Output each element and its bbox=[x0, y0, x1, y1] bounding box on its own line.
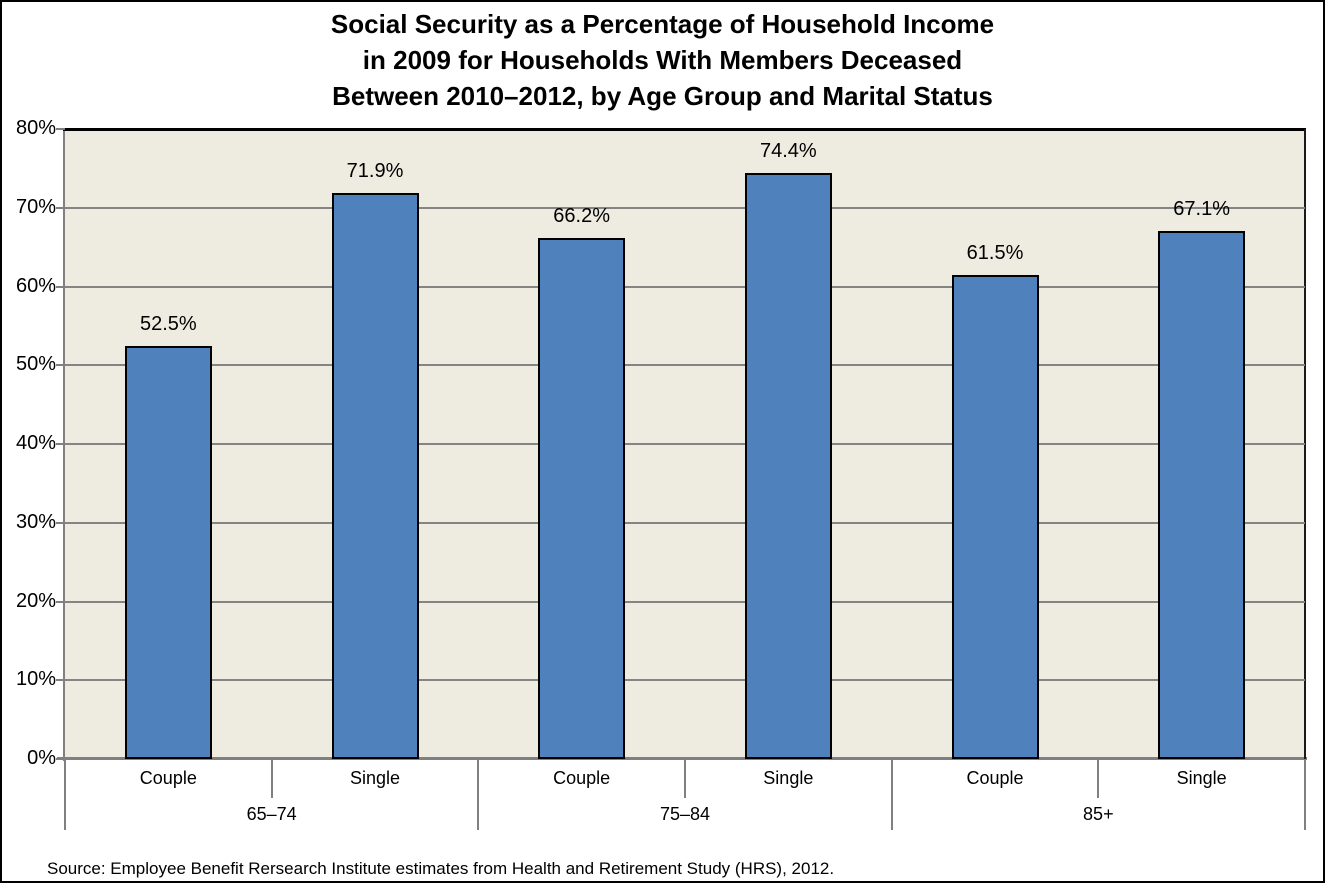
y-axis-label-10%: 10% bbox=[15, 668, 56, 691]
x-axis-category-label-75–84-Single: Single bbox=[763, 768, 814, 788]
plot-border-top bbox=[63, 128, 1306, 131]
chart-title-line-2: in 2009 for Households With Members Dece… bbox=[362, 45, 963, 75]
bar-75–84-Couple bbox=[538, 237, 626, 759]
x-axis-group-label-65–74: 65–74 bbox=[246, 804, 297, 824]
x-axis-group-separator-1 bbox=[477, 759, 480, 830]
x-axis-line bbox=[57, 757, 1307, 760]
chart-title-line-1: Social Security as a Percentage of House… bbox=[330, 9, 995, 39]
y-axis-tick-80% bbox=[56, 128, 65, 130]
y-axis-label-60%: 60% bbox=[15, 274, 56, 297]
x-axis-category-label-65–74-Couple: Couple bbox=[139, 768, 197, 788]
gridline-20% bbox=[65, 600, 1305, 603]
bar-value-label-75–84-Couple: 66.2% bbox=[553, 204, 611, 227]
bar-65–74-Single bbox=[331, 192, 419, 759]
x-axis-group-separator-0 bbox=[64, 759, 66, 830]
bar-85+-Couple bbox=[951, 274, 1039, 759]
gridline-30% bbox=[65, 521, 1305, 524]
gridline-60% bbox=[65, 285, 1305, 288]
bar-85+-Single bbox=[1158, 230, 1246, 759]
bar-value-label-75–84-Single: 74.4% bbox=[759, 140, 817, 163]
x-axis-tick-minor bbox=[684, 759, 686, 798]
bar-value-label-65–74-Couple: 52.5% bbox=[139, 312, 197, 335]
y-axis-label-0%: 0% bbox=[27, 747, 56, 769]
bar-value-label-85+-Single: 67.1% bbox=[1173, 197, 1231, 220]
y-axis-tick-70% bbox=[56, 206, 65, 209]
gridline-10% bbox=[65, 679, 1305, 682]
y-axis-tick-10% bbox=[56, 679, 65, 682]
chart-title-line-3: Between 2010–2012, by Age Group and Mari… bbox=[332, 81, 993, 111]
x-axis-group-label-85+: 85+ bbox=[1083, 804, 1114, 824]
y-axis-tick-60% bbox=[56, 285, 65, 288]
y-axis-line bbox=[63, 129, 65, 761]
x-axis-tick-minor bbox=[270, 759, 273, 798]
x-axis-group-label-75–84: 75–84 bbox=[659, 804, 711, 824]
gridline-40% bbox=[65, 443, 1305, 445]
y-axis-tick-40% bbox=[56, 443, 65, 445]
x-axis-category-label-85+-Single: Single bbox=[1176, 768, 1227, 788]
y-axis-tick-50% bbox=[56, 364, 65, 367]
x-axis-group-separator-3 bbox=[1304, 759, 1306, 830]
y-axis-label-20%: 20% bbox=[15, 589, 56, 612]
bar-value-label-85+-Couple: 61.5% bbox=[966, 241, 1024, 264]
x-axis-tick-minor bbox=[1097, 759, 1100, 798]
y-axis-label-40%: 40% bbox=[15, 432, 56, 454]
x-axis-category-label-85+-Couple: Couple bbox=[966, 768, 1024, 788]
y-axis-tick-30% bbox=[56, 521, 65, 524]
y-axis-tick-0% bbox=[56, 758, 65, 760]
gridline-70% bbox=[65, 206, 1305, 209]
chart-title: Social Security as a Percentage of House… bbox=[2, 6, 1323, 114]
y-axis-label-50%: 50% bbox=[15, 353, 56, 376]
y-axis-tick-20% bbox=[56, 600, 65, 603]
y-axis-label-70%: 70% bbox=[15, 195, 56, 218]
y-axis-label-80%: 80% bbox=[15, 117, 56, 139]
bar-65–74-Couple bbox=[124, 345, 212, 759]
y-axis-label-30%: 30% bbox=[15, 510, 56, 533]
bar-75–84-Single bbox=[744, 173, 832, 759]
bar-value-label-65–74-Single: 71.9% bbox=[346, 159, 404, 182]
x-axis-category-label-75–84-Couple: Couple bbox=[553, 768, 611, 788]
plot-border-right bbox=[1304, 129, 1306, 759]
x-axis-category-label-65–74-Single: Single bbox=[349, 768, 401, 788]
gridline-50% bbox=[65, 364, 1305, 367]
source-note: Source: Employee Benefit Rersearch Insti… bbox=[47, 859, 835, 878]
x-axis-group-separator-2 bbox=[890, 759, 893, 830]
